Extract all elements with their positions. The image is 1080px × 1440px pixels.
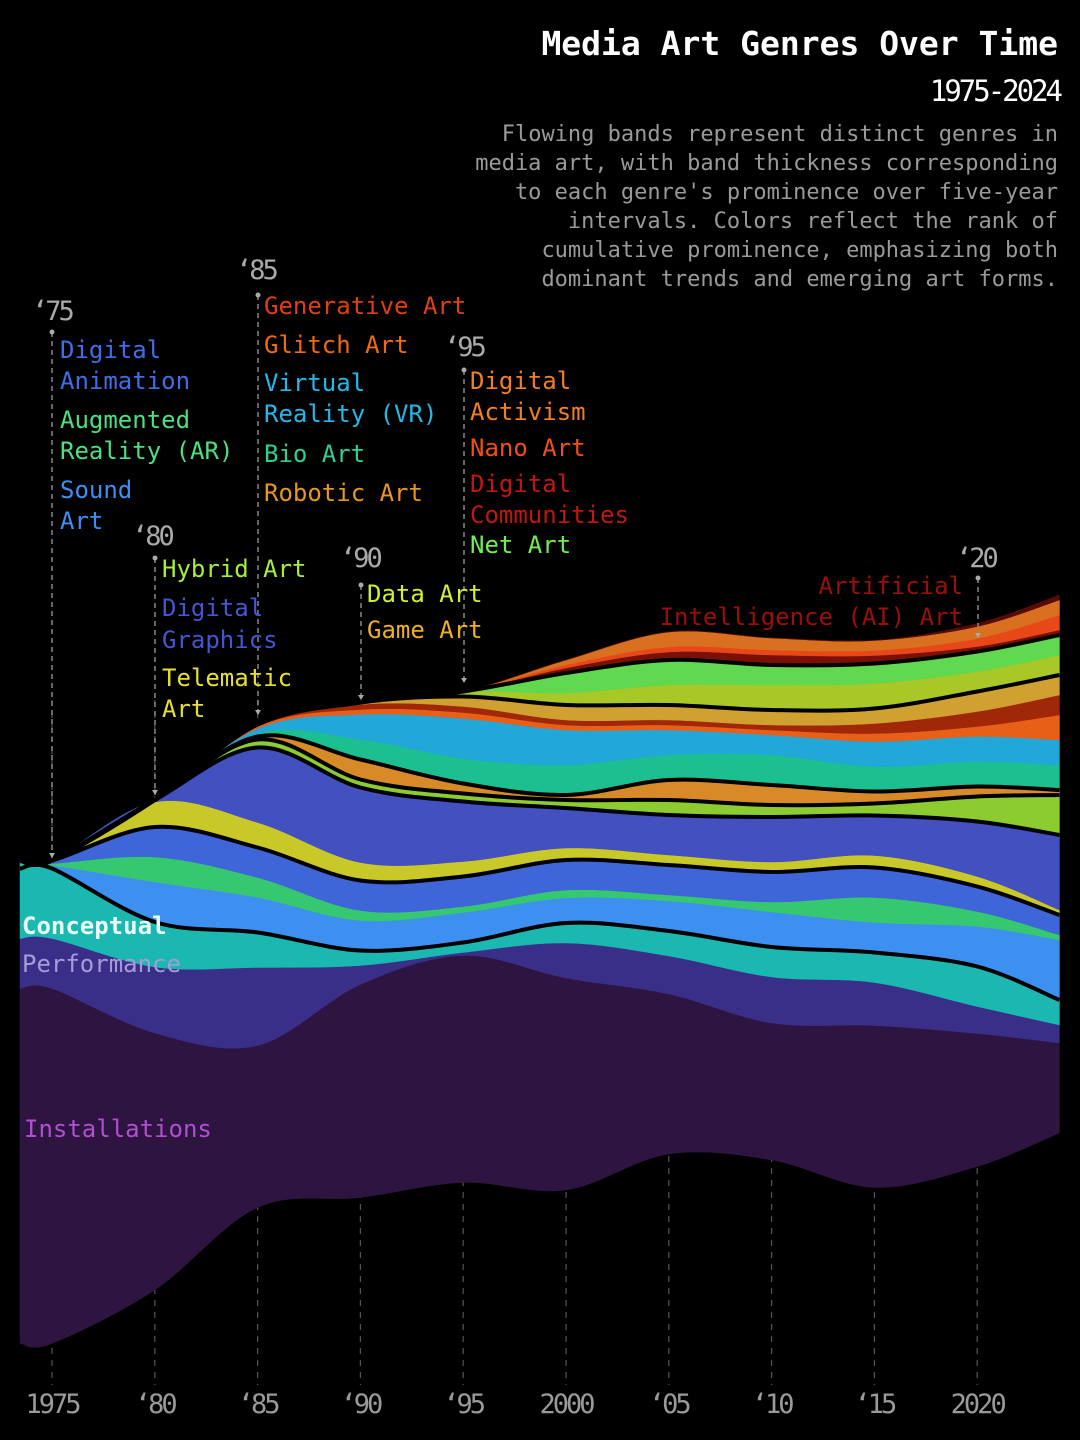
annotation-dot xyxy=(975,575,981,581)
annotation-label: Data Art xyxy=(367,580,483,608)
annotation-dot xyxy=(461,367,467,373)
x-tick-label: ‘10 xyxy=(752,1389,794,1420)
annotation-year: ‘20 xyxy=(956,543,999,574)
x-tick-label: ‘95 xyxy=(443,1389,485,1420)
annotation-label: Glitch Art xyxy=(264,331,409,359)
annotation-year: ‘90 xyxy=(340,543,383,574)
annotation-year: ‘85 xyxy=(236,255,279,286)
annotation-label: Nano Art xyxy=(470,434,586,462)
annotation-dot xyxy=(255,292,261,298)
description-line: media art, with band thickness correspon… xyxy=(475,151,1058,176)
x-tick-label: 2000 xyxy=(539,1389,594,1420)
description-line: intervals. Colors reflect the rank of xyxy=(567,209,1058,234)
annotation-label: Net Art xyxy=(470,531,572,559)
x-tick-label: ‘05 xyxy=(649,1389,691,1420)
x-tick-label: ‘80 xyxy=(135,1389,177,1420)
arrow-down-icon xyxy=(358,695,364,700)
annotation-label: Telematic xyxy=(162,664,293,692)
arrow-down-icon xyxy=(49,853,55,858)
annotation-dot xyxy=(152,555,158,561)
description-line: to each genre's prominence over five-yea… xyxy=(514,180,1058,205)
annotation-label: Augmented xyxy=(60,406,191,434)
annotation-label: Sound xyxy=(60,476,133,504)
description-line: Flowing bands represent distinct genres … xyxy=(501,122,1058,147)
annotation-year: ‘80 xyxy=(132,521,175,552)
band-outlines xyxy=(19,633,1061,1002)
chart-subtitle: 1975-2024 xyxy=(929,74,1063,108)
chart-description: Flowing bands represent distinct genres … xyxy=(458,120,1058,294)
arrow-down-icon xyxy=(461,678,467,683)
description-line: dominant trends and emerging art forms. xyxy=(541,267,1058,292)
annotation-label: Bio Art xyxy=(264,440,366,468)
annotation-year: ‘95 xyxy=(444,332,487,363)
annotation-label: Virtual xyxy=(264,369,366,397)
annotation-label: Digital xyxy=(470,470,572,498)
annotation-label: Reality (VR) xyxy=(264,400,438,428)
x-tick-label: ‘15 xyxy=(855,1389,897,1420)
annotation-label: Artificial xyxy=(818,572,964,600)
annotation-label: Digital xyxy=(162,594,264,622)
annotation-year: ‘75 xyxy=(32,296,75,327)
band-label: Performance xyxy=(22,950,181,978)
description-line: cumulative prominence, emphasizing both xyxy=(541,238,1058,263)
annotation-label: Robotic Art xyxy=(264,479,423,507)
annotation-label: Activism xyxy=(470,398,586,426)
x-tick-label: ‘85 xyxy=(238,1389,280,1420)
annotation-label: Art xyxy=(162,695,206,723)
annotation-dot xyxy=(358,582,364,588)
annotation-label: Digital xyxy=(60,336,162,364)
arrow-down-icon xyxy=(255,710,261,715)
x-tick-label: 1975 xyxy=(25,1389,80,1420)
annotation-label: Intelligence (AI) Art xyxy=(659,603,963,631)
band-outline xyxy=(19,633,1060,867)
annotation-lines xyxy=(49,292,981,858)
annotation-label: Graphics xyxy=(162,626,278,654)
x-tick-label: ‘90 xyxy=(341,1389,383,1420)
arrow-down-icon xyxy=(152,790,158,795)
arrow-down-icon xyxy=(975,633,981,638)
annotation-label: Animation xyxy=(60,367,191,395)
band-outline xyxy=(19,824,1061,917)
annotation-label: Hybrid Art xyxy=(162,555,307,583)
band-outline xyxy=(19,862,1061,1002)
x-tick-label: 2020 xyxy=(951,1389,1006,1420)
annotation-label: Game Art xyxy=(367,616,483,644)
annotation-label: Reality (AR) xyxy=(60,437,234,465)
annotation-label: Generative Art xyxy=(264,292,467,320)
chart-title: Media Art Genres Over Time xyxy=(541,24,1058,63)
band-label: Installations xyxy=(24,1115,212,1143)
annotation-label: Art xyxy=(60,507,104,535)
annotation-label: Communities xyxy=(470,501,629,529)
annotation-label: Digital xyxy=(470,367,572,395)
annotation-dot xyxy=(49,329,55,335)
band-label: Conceptual xyxy=(22,912,167,940)
x-axis: 1975 ‘80 ‘85 ‘90 ‘95 2000 ‘05 ‘10 ‘15 2020 xyxy=(25,1389,1008,1420)
